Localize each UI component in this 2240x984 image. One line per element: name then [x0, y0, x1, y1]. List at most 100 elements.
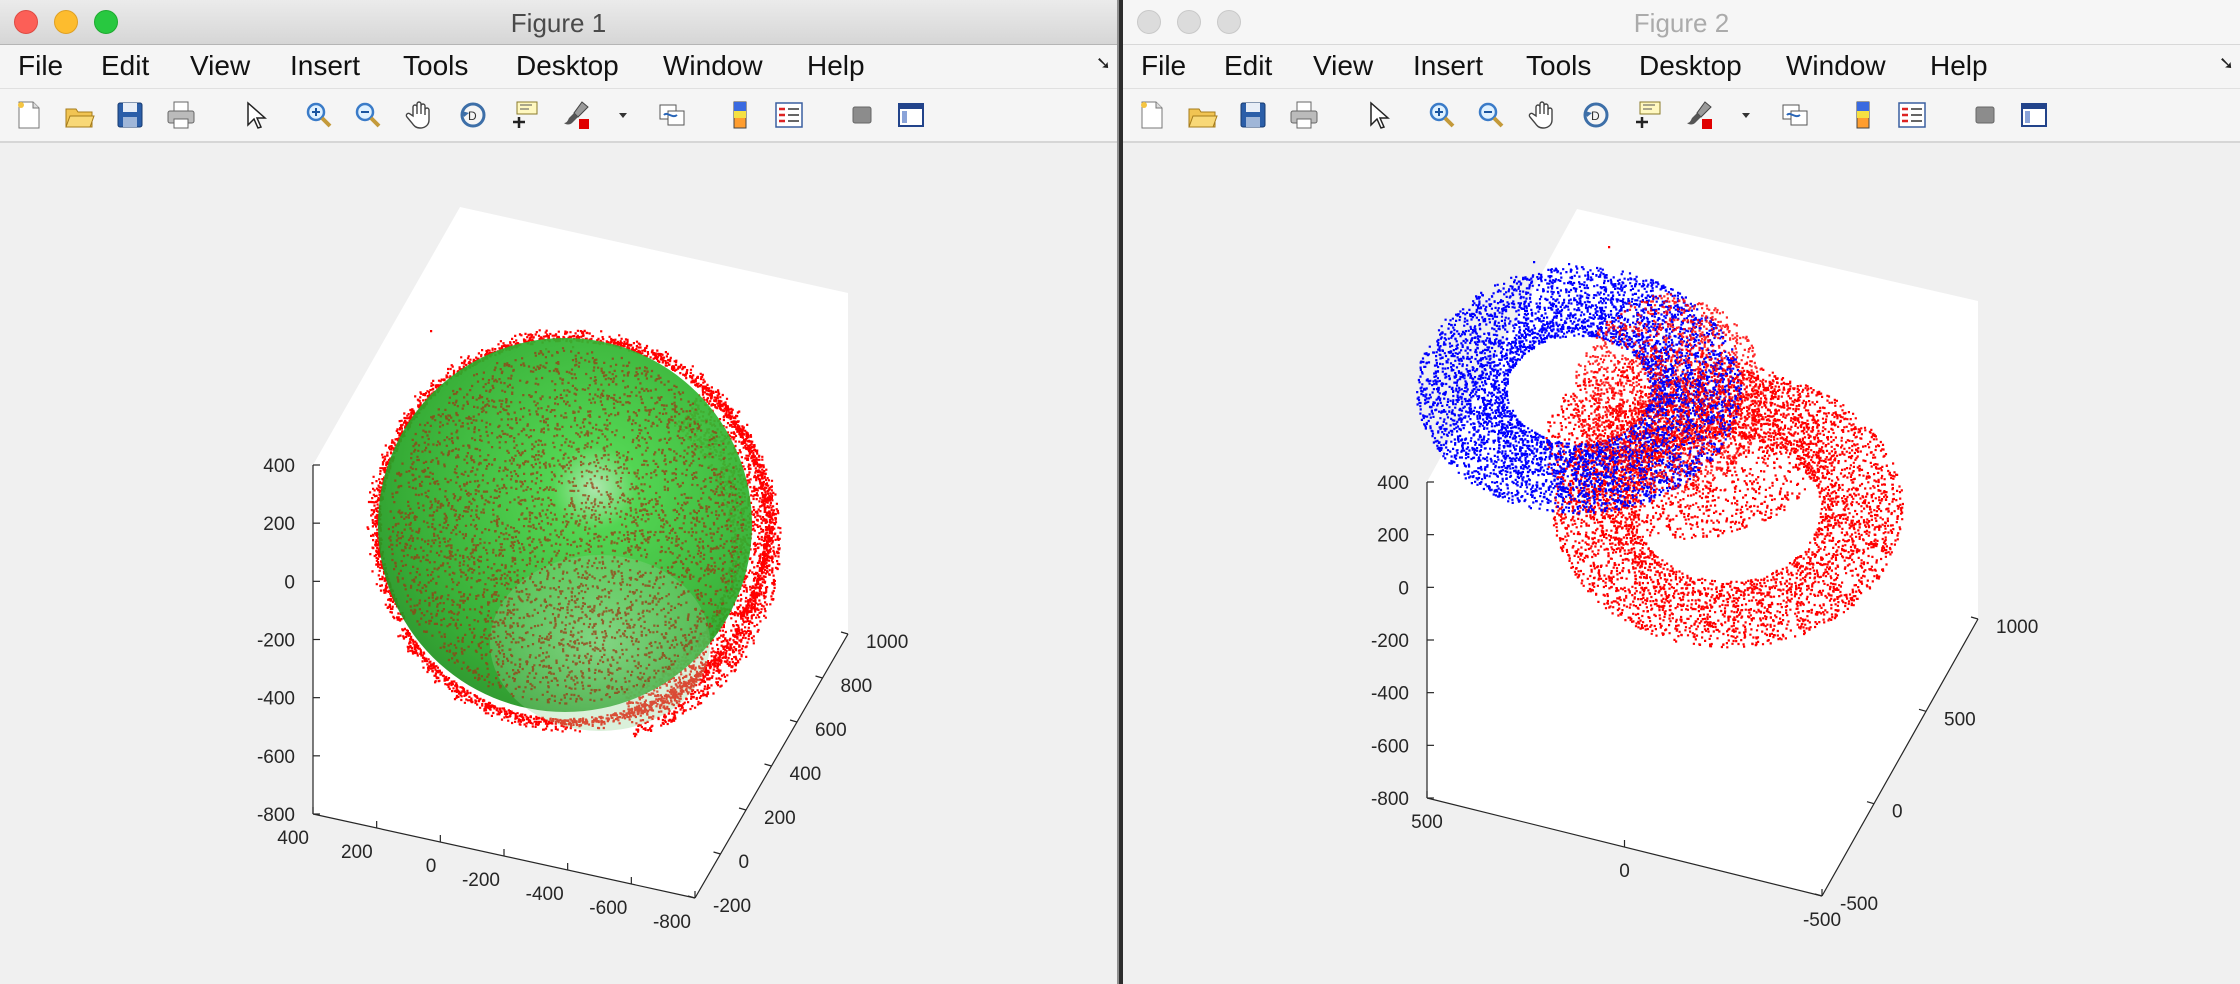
- pan-button[interactable]: [1521, 89, 1565, 141]
- rotate-3d-button[interactable]: D: [1574, 89, 1618, 141]
- menu-file[interactable]: File: [1141, 50, 1187, 81]
- z-axis-tick-label: -600: [1371, 736, 1409, 757]
- x-axis-tick-label: -600: [589, 898, 627, 919]
- menu-edit[interactable]: Edit: [101, 50, 150, 81]
- zoom-out-icon: [1478, 102, 1504, 128]
- menu-tools[interactable]: Tools: [403, 50, 469, 81]
- menu-insert[interactable]: Insert: [1413, 50, 1484, 81]
- pan-button[interactable]: [398, 89, 442, 141]
- menu-tools[interactable]: Tools: [1526, 50, 1592, 81]
- print-icon: [167, 101, 195, 129]
- y-axis-tick-label: -200: [713, 896, 751, 917]
- brush-dropdown-icon: [1742, 113, 1750, 118]
- link-plot-button[interactable]: [650, 89, 694, 141]
- hide-plot-tools-button[interactable]: [840, 89, 884, 141]
- menu-window[interactable]: Window: [663, 50, 763, 81]
- legend-icon: [1898, 102, 1926, 128]
- figure-2-window[interactable]: Figure 2 File Edit View Insert Tools Des…: [1123, 0, 2240, 984]
- title-bar[interactable]: Figure 1: [0, 0, 1117, 45]
- dock-arrow-icon[interactable]: ➘: [1095, 53, 1111, 73]
- zoom-button[interactable]: [94, 10, 118, 34]
- menu-desktop[interactable]: Desktop: [516, 50, 619, 81]
- menu-file[interactable]: File: [18, 50, 64, 81]
- brush-dropdown-button[interactable]: [601, 89, 631, 141]
- colorbar-button[interactable]: [1841, 89, 1885, 141]
- brush-button[interactable]: [554, 89, 598, 141]
- z-axis-tick-label: -200: [257, 631, 295, 652]
- colorbar-button[interactable]: [718, 89, 762, 141]
- zoom-in-icon: [306, 102, 332, 128]
- y-axis-tick-label: 500: [1944, 709, 1976, 730]
- brush-dropdown-button[interactable]: [1724, 89, 1754, 141]
- x-axis-tick-label: 0: [1619, 861, 1630, 882]
- new-figure-button[interactable]: [7, 89, 51, 141]
- figure-1-plot[interactable]: 4002000-200-400-600-8004002000-200-400-6…: [0, 143, 1117, 984]
- save-button[interactable]: [108, 89, 152, 141]
- save-button[interactable]: [1231, 89, 1275, 141]
- show-plot-tools-button[interactable]: [889, 89, 933, 141]
- close-button[interactable]: [14, 10, 38, 34]
- figure-2-plot[interactable]: 4002000-200-400-600-8005000-50010005000-…: [1123, 143, 2240, 984]
- pointer-button[interactable]: [233, 89, 277, 141]
- minimize-button[interactable]: [54, 10, 78, 34]
- y-axis-tick-label: 0: [1892, 802, 1903, 823]
- open-file-button[interactable]: [57, 89, 101, 141]
- zoom-button[interactable]: [1217, 10, 1241, 34]
- menu-bar: File Edit View Insert Tools Desktop Wind…: [0, 45, 1117, 89]
- x-axis-tick-label: -800: [653, 912, 691, 933]
- zoom-out-icon: [355, 102, 381, 128]
- brush-dropdown-icon: [619, 113, 627, 118]
- z-axis-tick-label: -800: [257, 805, 295, 826]
- zoom-in-button[interactable]: [1420, 89, 1464, 141]
- hide-plot-tools-button[interactable]: [1963, 89, 2007, 141]
- x-axis-tick-label: -400: [526, 884, 564, 905]
- close-button[interactable]: [1137, 10, 1161, 34]
- z-axis-tick-label: 200: [263, 514, 295, 535]
- pointer-icon: [1370, 101, 1390, 129]
- menu-help[interactable]: Help: [1930, 50, 1988, 81]
- blue-scatter-points: [1416, 261, 1743, 515]
- colorbar-icon: [733, 101, 747, 129]
- svg-text:D: D: [1591, 109, 1600, 123]
- axes-box: [1427, 209, 1978, 896]
- legend-button[interactable]: [1890, 89, 1934, 141]
- y-axis-line: [1821, 618, 1979, 897]
- new-figure-button[interactable]: [1130, 89, 1174, 141]
- pointer-button[interactable]: [1356, 89, 1400, 141]
- show-plot-tools-button[interactable]: [2012, 89, 2056, 141]
- menu-view[interactable]: View: [1313, 50, 1374, 81]
- minimize-button[interactable]: [1177, 10, 1201, 34]
- open-file-button[interactable]: [1180, 89, 1224, 141]
- zoom-in-button[interactable]: [297, 89, 341, 141]
- data-cursor-button[interactable]: [503, 89, 547, 141]
- y-axis-tick-mark: [687, 895, 696, 899]
- open-file-icon: [1188, 108, 1218, 128]
- z-axis-tick-label: -200: [1371, 631, 1409, 652]
- print-button[interactable]: [1282, 89, 1326, 141]
- menu-window[interactable]: Window: [1786, 50, 1886, 81]
- figure-1-window[interactable]: Figure 1 File Edit View Insert Tools Des…: [0, 0, 1119, 984]
- zoom-out-button[interactable]: [346, 89, 390, 141]
- save-icon: [117, 102, 143, 128]
- zoom-out-button[interactable]: [1469, 89, 1513, 141]
- pan-icon: [1528, 101, 1553, 129]
- legend-button[interactable]: [767, 89, 811, 141]
- save-icon: [1240, 102, 1266, 128]
- menu-desktop[interactable]: Desktop: [1639, 50, 1742, 81]
- menu-edit[interactable]: Edit: [1224, 50, 1273, 81]
- z-axis-tick-label: 0: [284, 572, 295, 593]
- brush-button[interactable]: [1677, 89, 1721, 141]
- title-bar[interactable]: Figure 2: [1123, 0, 2240, 45]
- y-axis-tick-label: -500: [1840, 894, 1878, 915]
- data-cursor-button[interactable]: [1626, 89, 1670, 141]
- link-plot-button[interactable]: [1773, 89, 1817, 141]
- menu-insert[interactable]: Insert: [290, 50, 361, 81]
- menu-view[interactable]: View: [190, 50, 251, 81]
- rotate-3d-button[interactable]: D: [451, 89, 495, 141]
- dock-arrow-icon[interactable]: ➘: [2218, 53, 2234, 73]
- menu-help[interactable]: Help: [807, 50, 865, 81]
- print-button[interactable]: [159, 89, 203, 141]
- hide-plot-tools-icon: [1975, 106, 1995, 124]
- show-plot-tools-icon: [2021, 103, 2047, 127]
- open-file-icon: [65, 108, 95, 128]
